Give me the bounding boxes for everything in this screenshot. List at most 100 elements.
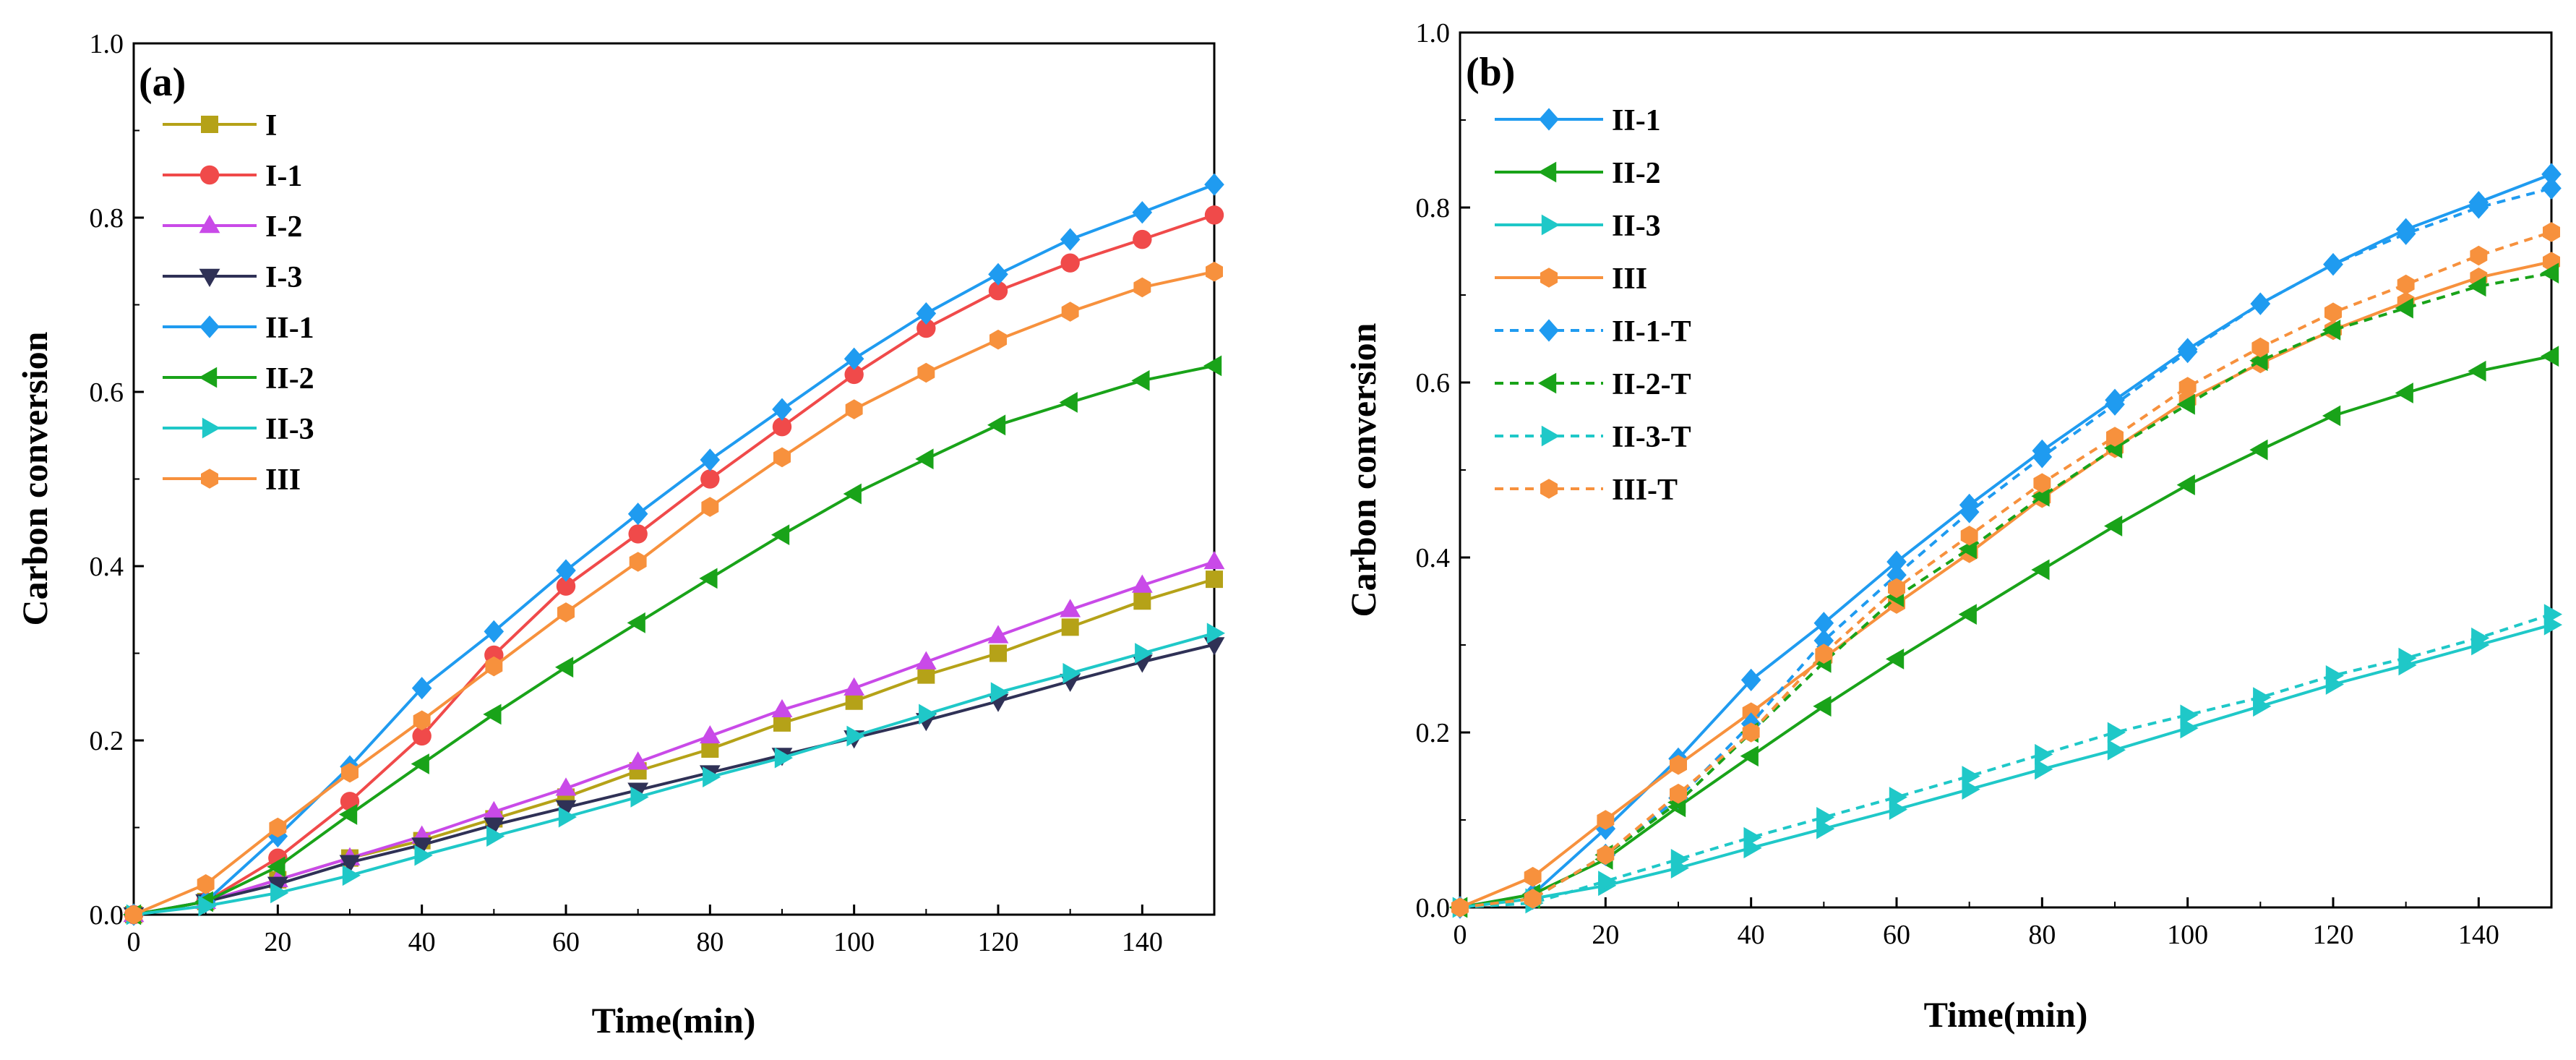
panel-b-data-point (1597, 810, 1615, 830)
panel-b-y-tick-label: 0.6 (1416, 368, 1451, 398)
panel-b-data-point (2031, 559, 2050, 581)
panel-a-legend-entry: I-3 (163, 261, 302, 294)
panel-a-data-point (989, 329, 1007, 350)
panel-a-legend-label: III (265, 463, 301, 497)
panel-a-legend-entry: II-3 (163, 413, 314, 446)
panel-b-data-point (1740, 668, 1761, 691)
panel-b-series-line (1459, 354, 2552, 909)
panel-a-legend-marker (199, 315, 220, 338)
panel-a-data-point (772, 398, 792, 421)
panel-b-data-point (2250, 292, 2271, 315)
panel-a-data-point (628, 524, 648, 544)
panel-a-legend-entry: I-2 (163, 210, 302, 244)
panel-a-series-line (133, 270, 1215, 916)
panel-a-data-point (917, 362, 935, 383)
panel-a-data-point (1206, 623, 1225, 644)
panel-a-series-ii-3 (126, 623, 1225, 926)
panel-a-x-tick-label: 60 (552, 927, 580, 957)
panel-b-legend-marker (1539, 108, 1559, 131)
panel-a-data-point (701, 740, 719, 758)
panel-b-data-point (2105, 393, 2125, 416)
panel-a-legend-label: I-2 (265, 210, 302, 244)
panel-a-x-tick-label: 100 (833, 927, 875, 957)
panel-b-data-point (1960, 526, 1978, 546)
panel-b-data-point (2180, 717, 2199, 739)
panel-a-label: (a) (139, 60, 186, 105)
panel-b-legend-entry: III-T (1495, 474, 1678, 507)
panel-a-data-point (916, 318, 936, 338)
panel-b-data-point (1962, 779, 1980, 800)
panel-a-series-i-2 (123, 550, 1225, 923)
panel-a-data-point (483, 704, 502, 725)
panel-b-tick-labels: 0 20 40 60 80 100 120 140 0.0 0.2 0.4 0.6 0.8 1.0 (1416, 18, 2499, 950)
panel-b-data-point (1958, 604, 1977, 625)
panel-b-legend-entry: III (1495, 262, 1647, 296)
panel-b-legend-entry: II-2 (1495, 157, 1661, 190)
panel-a-data-point (700, 469, 720, 489)
panel-a-axis-ticks (132, 42, 1143, 916)
panel-a-data-point (771, 698, 793, 718)
panel-a-legend-marker (201, 469, 218, 489)
panel-a-data-point (1061, 302, 1079, 322)
panel-a-data-point (1131, 369, 1150, 391)
panel-b-data-point (1886, 648, 1905, 670)
panel-b-data-point (2177, 341, 2198, 364)
panel-a-data-point (845, 399, 863, 419)
panel-a-data-point (915, 651, 937, 670)
panel-a-legend-entry: I-1 (163, 160, 302, 193)
panel-b-x-axis-title: Time(min) (1924, 994, 2088, 1035)
panel-b-data-point (2541, 163, 2562, 186)
panel-b-legend-entry: II-3-T (1495, 421, 1691, 454)
panel-b-data-point (1524, 866, 1542, 887)
panel-a-data-point (555, 800, 577, 818)
panel-b-data-point (1813, 696, 1832, 717)
panel-a-data-point (843, 677, 865, 696)
panel-a-data-point (627, 503, 648, 526)
panel-a-data-point (1133, 277, 1151, 298)
panel-b-data-point (2176, 474, 2195, 495)
panel-b-x-tick-label: 120 (2313, 920, 2354, 950)
panel-b-y-tick-label: 0.2 (1416, 718, 1451, 748)
panel-a-data-point (1059, 392, 1078, 413)
panel-b-label: (b) (1466, 50, 1515, 95)
panel-a-tick-labels: 0 20 40 60 80 100 120 140 0.0 0.2 0.4 0.6 0.8 1.0 (90, 29, 1163, 957)
panel-a-y-tick-label: 0.2 (90, 726, 124, 756)
panel-a-data-point (339, 804, 358, 825)
panel-a-chart: 0 20 40 60 80 100 120 140 0.0 0.2 0.4 0.6 0.8 1.0 (a)… (14, 29, 1225, 1040)
panel-a-series-iii (125, 261, 1223, 925)
panel-a-legend-entry: II-2 (163, 362, 314, 396)
panel-b-data-point (2107, 739, 2126, 761)
panel-b-y-tick-label: 0.4 (1416, 543, 1451, 573)
panel-a-legend-label: II-3 (265, 413, 314, 446)
panel-b-data-point (2541, 176, 2562, 200)
panel-a-data-point (270, 882, 289, 904)
panel-b-data-point (2035, 743, 2053, 765)
panel-a-y-tick-label: 0.4 (90, 552, 124, 582)
panel-a-x-tick-label: 0 (127, 927, 141, 957)
panel-a-data-point (990, 682, 1009, 704)
panel-a-y-tick-label: 0.6 (90, 377, 124, 408)
panel-b-series-line (1459, 612, 2552, 909)
panel-a-data-point (916, 302, 937, 325)
panel-b-data-point (2395, 222, 2416, 245)
panel-a-data-point (774, 747, 793, 769)
panel-a-x-tick-label: 120 (978, 927, 1019, 957)
panel-a-data-point (411, 753, 429, 774)
panel-b-x-tick-label: 140 (2458, 920, 2499, 950)
panel-b-data-point (2322, 320, 2341, 341)
panel-b-data-point (1524, 889, 1542, 909)
panel-a-series (123, 173, 1225, 926)
panel-b-data-point (2253, 687, 2272, 708)
panel-a-data-point (412, 726, 432, 746)
panel-a-legend-entry: III (163, 463, 301, 497)
panel-a-data-point (917, 666, 935, 684)
panel-b-data-point (2180, 704, 2199, 726)
panel-b-series-line (1459, 260, 2552, 909)
panel-b-data-point (2249, 439, 2268, 461)
panel-b-y-tick-label: 0.8 (1416, 193, 1451, 223)
panel-b-x-tick-label: 20 (1592, 920, 1619, 950)
panel-a-y-axis-title: Carbon conversion (14, 331, 55, 625)
panel-b-legend-label: II-3-T (1612, 421, 1691, 454)
panel-a-x-tick-label: 80 (696, 927, 724, 957)
panel-b-data-point (2470, 245, 2488, 266)
